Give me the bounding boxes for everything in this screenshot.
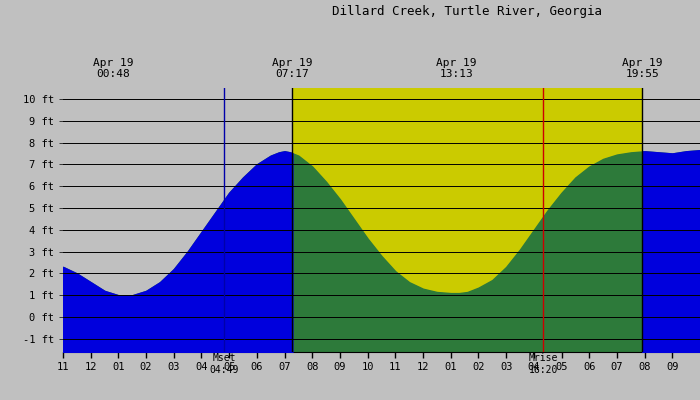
Text: Apr 19
07:17: Apr 19 07:17 [272,58,313,79]
Text: Apr 19
00:48: Apr 19 00:48 [92,58,133,79]
Text: Apr 19
19:55: Apr 19 19:55 [622,58,663,79]
Text: Dillard Creek, Turtle River, Georgia: Dillard Creek, Turtle River, Georgia [332,5,603,18]
Text: Apr 19
13:13: Apr 19 13:13 [437,58,477,79]
Text: Mset
04:49: Mset 04:49 [209,353,239,375]
Bar [293,88,643,352]
Text: Mrise
16:20: Mrise 16:20 [528,353,558,375]
